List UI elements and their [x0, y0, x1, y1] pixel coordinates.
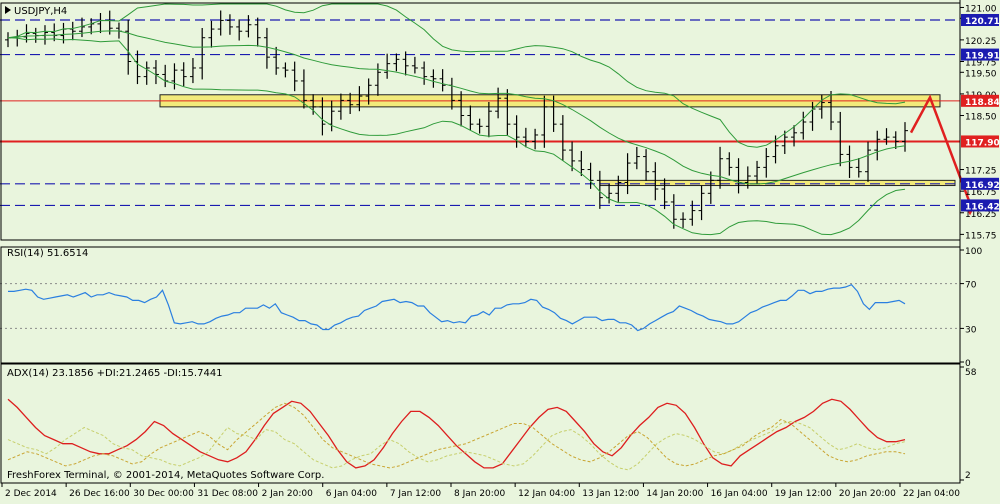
price-level-tag-label: 116.42: [965, 202, 1000, 212]
time-axis-label: 6 Jan 04:00: [326, 489, 378, 499]
price-level-tag: [961, 135, 999, 148]
price-axis-label: 116.75: [965, 188, 997, 198]
adx-axis-label: 58: [965, 368, 977, 378]
time-axis-label: 8 Jan 20:00: [454, 489, 506, 499]
adx-line: [7, 398, 906, 469]
adx-title: ADX(14) 23.1856 +DI:21.2465 -DI:15.7441: [7, 368, 223, 379]
time-axis-label: 13 Jan 12:00: [582, 489, 639, 499]
price-chart-title: USDJPY,H4: [14, 6, 67, 17]
time-axis-label: 31 Dec 08:00: [197, 489, 258, 499]
rsi-panel: 100 70 30 0: [0, 247, 982, 369]
price-level-tag-label: 116.92: [965, 181, 1000, 191]
price-level-tag: [961, 13, 999, 26]
panel-frames: [0, 0, 961, 484]
minus-di-line: [7, 402, 906, 469]
panel-frame: [0, 246, 961, 364]
time-axis-label: 7 Jan 12:00: [390, 489, 442, 499]
rsi-line: [8, 283, 906, 332]
time-axis-label: 16 Jan 04:00: [711, 489, 768, 499]
panel-frame: [0, 2, 961, 241]
bollinger-lower: [7, 37, 906, 236]
time-axis-label: 30 Dec 00:00: [133, 489, 194, 499]
price-axis-label: 121.00: [965, 4, 997, 14]
copyright-text: FreshForex Terminal, © 2001-2014, MetaQu…: [7, 470, 324, 481]
price-level-tag: [961, 48, 999, 61]
price-axis-label: 115.75: [965, 231, 997, 241]
time-axis-label: 12 Jan 04:00: [518, 489, 575, 499]
bollinger-middle: [7, 30, 906, 185]
rsi-axis-label: 100: [965, 247, 982, 257]
bollinger-upper: [7, 3, 906, 148]
rsi-axis-label: 70: [965, 281, 977, 291]
plus-di-line: [7, 420, 906, 471]
adx-panel: 58 2: [7, 366, 977, 481]
price-axis-label: 119.50: [965, 69, 997, 79]
price-axis-label: 118.50: [965, 113, 997, 123]
rsi-axis-label: 30: [965, 325, 977, 335]
time-axis: 2 Dec 2014 26 Dec 16:00 30 Dec 00:00 31 Dec…: [1, 483, 960, 499]
price-axis-label: 116.25: [965, 210, 997, 220]
time-axis-label: 20 Jan 20:00: [839, 489, 896, 499]
price-axis-label: 119.75: [965, 58, 997, 68]
rsi-title: RSI(14) 51.6514: [7, 248, 88, 259]
time-axis-label: 19 Jan 12:00: [775, 489, 832, 499]
price-level-tag-label: 120.71: [965, 17, 1000, 27]
rsi-axis-label: 0: [965, 359, 971, 369]
adx-axis-label: 2: [965, 471, 971, 481]
price-level-tag: [961, 94, 999, 107]
time-axis-label: 26 Dec 16:00: [69, 489, 130, 499]
price-panel: 121.00120.75120.25119.75119.50119.00118.…: [0, 3, 1000, 241]
symbol-arrow-icon: [5, 6, 11, 14]
price-level-tag-label: 117.90: [965, 138, 1000, 148]
time-axis-label: 22 Jan 04:00: [903, 489, 960, 499]
price-level-tag: [961, 177, 999, 190]
forecast-arrow-line: [909, 94, 972, 204]
time-axis-label: 2 Jan 20:00: [262, 489, 314, 499]
price-axis-label: 117.25: [965, 167, 997, 177]
price-axis-label: 120.25: [965, 37, 997, 47]
price-level-tag-label: 119.91: [965, 52, 1000, 62]
price-level-tag-label: 118.84: [965, 98, 1000, 108]
time-axis-label: 14 Jan 20:00: [646, 489, 703, 499]
time-axis-label: 2 Dec 2014: [5, 489, 57, 499]
price-level-tag: [961, 199, 999, 212]
